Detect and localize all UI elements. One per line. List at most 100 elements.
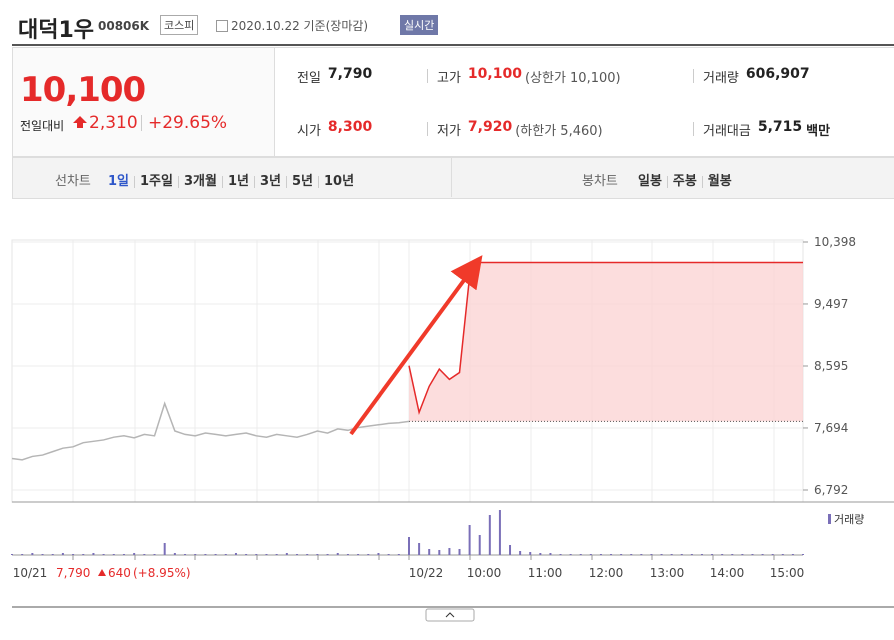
- volume-bar: [771, 554, 774, 555]
- y-tick-label: 8,595: [814, 359, 848, 373]
- stat-label: 고가: [437, 71, 461, 86]
- volume-bar: [285, 553, 288, 555]
- volume-bar: [173, 553, 176, 555]
- x-tick-label: 10/22: [409, 566, 444, 580]
- calendar-icon: [216, 20, 228, 32]
- volume-bar: [640, 554, 643, 555]
- volume-bar: [367, 554, 370, 555]
- volume-bar: [133, 553, 136, 555]
- change-label: 전일대비: [20, 119, 65, 133]
- volume-bar: [468, 525, 471, 555]
- volume-bar: [670, 554, 673, 555]
- volume-bar: [751, 554, 754, 555]
- current-price: 10,100: [20, 70, 146, 110]
- price-line: [11, 401, 410, 461]
- line-chart-label: 선차트: [55, 174, 91, 189]
- volume-bar: [458, 549, 461, 555]
- volume-bar: [296, 554, 299, 555]
- volume-bar: [690, 554, 693, 555]
- volume-bar: [589, 554, 592, 555]
- volume-bar: [51, 554, 54, 555]
- footer-prev-close: 7,790: [56, 566, 90, 580]
- x-tick-label: 10/21: [13, 566, 48, 580]
- x-tick-label: 15:00: [770, 566, 805, 580]
- volume-bar: [31, 553, 34, 555]
- volume-bar: [163, 543, 166, 555]
- footer-up: [98, 569, 106, 576]
- volume-bar: [255, 554, 258, 555]
- stat-sep: [693, 69, 694, 83]
- volume-bar: [387, 554, 390, 555]
- volume-bar: [204, 554, 207, 555]
- x-tick-label: 14:00: [710, 566, 745, 580]
- stats-box: [273, 47, 894, 157]
- stat-value: 7,790: [327, 66, 373, 82]
- sep: [141, 115, 142, 131]
- volume-bar: [630, 554, 633, 555]
- volume-bar: [610, 554, 613, 555]
- tab[interactable]: 1주일: [134, 175, 178, 188]
- volume-legend-swatch: [828, 514, 831, 524]
- volume-bar: [153, 554, 156, 555]
- change: 2,310: [89, 113, 138, 133]
- stat-sep: [427, 122, 428, 136]
- volume-bar: [326, 554, 329, 555]
- volume-bar: [711, 554, 714, 555]
- price-box: [12, 47, 275, 157]
- y-tick-label: 9,497: [814, 297, 848, 311]
- volume-bar: [245, 554, 248, 555]
- tab[interactable]: 3년: [253, 175, 286, 188]
- volume-bar: [357, 554, 360, 555]
- stat-note: (상한가 10,100): [524, 71, 621, 86]
- line-tabs: 1일 1주일 3개월 1년 3년 5년 10년: [103, 170, 359, 189]
- volume-bar: [509, 545, 512, 555]
- x-tick-label: 12:00: [589, 566, 624, 580]
- volume-bar: [92, 553, 95, 555]
- tab[interactable]: 10년: [318, 175, 359, 188]
- tab[interactable]: 5년: [285, 175, 318, 188]
- stat-value: 8,300: [327, 119, 373, 135]
- tab[interactable]: 월봉: [701, 175, 737, 188]
- volume-bar: [184, 554, 187, 555]
- annotation-arrow: [349, 255, 483, 436]
- stat-sep: [427, 69, 428, 83]
- tab[interactable]: 일봉: [638, 174, 662, 189]
- volume-bar: [721, 554, 724, 555]
- volume-bar: [579, 554, 582, 555]
- volume-bar: [418, 543, 421, 555]
- collapse-button[interactable]: [425, 608, 475, 622]
- volume-bar: [498, 510, 501, 555]
- tab-bar: [12, 157, 894, 199]
- volume-bar: [620, 554, 623, 555]
- volume-bar: [539, 553, 542, 555]
- tab[interactable]: 1년: [221, 175, 254, 188]
- volume-bar: [11, 554, 13, 555]
- volume-bar: [741, 554, 744, 555]
- tab-sep: [451, 157, 452, 197]
- tab[interactable]: 주봉: [666, 175, 702, 188]
- stat-value: 7,920: [467, 119, 513, 135]
- stock-name: 대덕1우: [18, 18, 95, 43]
- volume-bar: [112, 554, 115, 555]
- volume-bar: [700, 554, 703, 555]
- volume-bar: [478, 535, 481, 555]
- volume-bar: [265, 554, 268, 555]
- volume-bar: [408, 537, 410, 555]
- volume-bar: [761, 554, 764, 555]
- volume-bar: [377, 553, 380, 555]
- tab[interactable]: 3개월: [177, 175, 222, 188]
- candle-chart-label: 봉차트: [582, 174, 618, 189]
- volume-bar: [438, 550, 441, 555]
- stat-value: 5,715: [757, 119, 803, 135]
- realtime-badge[interactable]: 실시간: [400, 15, 439, 35]
- y-tick-label: 10,398: [814, 235, 856, 249]
- volume-bar: [224, 554, 227, 555]
- volume-bar: [731, 554, 734, 555]
- stat-unit: 백만: [806, 124, 831, 139]
- volume-bar: [529, 552, 532, 555]
- stat-sep: [693, 122, 694, 136]
- volume-bar: [569, 554, 572, 555]
- tab[interactable]: 1일: [108, 174, 130, 189]
- stock-code: 00806K: [98, 19, 150, 33]
